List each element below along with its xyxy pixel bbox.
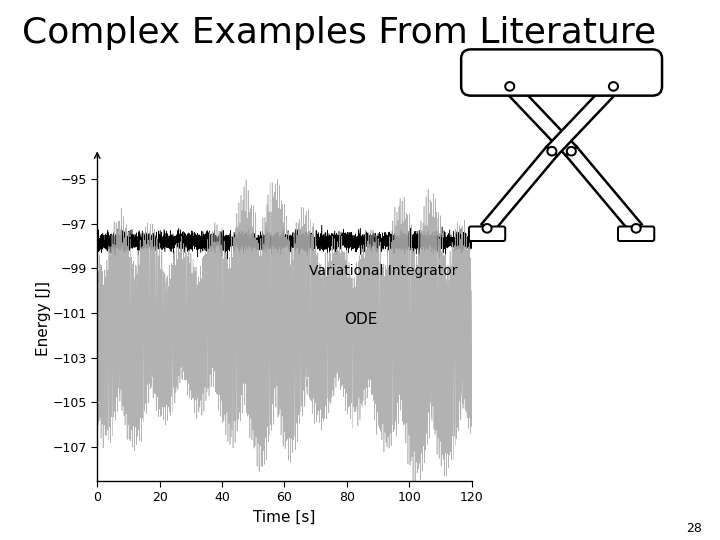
FancyBboxPatch shape [461, 49, 662, 96]
Circle shape [631, 224, 641, 233]
X-axis label: Time [s]: Time [s] [253, 510, 315, 524]
Text: Variational Integrator: Variational Integrator [310, 264, 458, 278]
Polygon shape [546, 82, 618, 156]
Circle shape [482, 224, 492, 233]
Circle shape [547, 147, 557, 156]
Text: Complex Examples From Literature: Complex Examples From Literature [22, 16, 656, 50]
Text: 28: 28 [686, 522, 702, 535]
FancyBboxPatch shape [469, 226, 505, 241]
Polygon shape [482, 147, 557, 233]
Circle shape [609, 82, 618, 91]
Polygon shape [505, 82, 577, 156]
Circle shape [567, 147, 576, 156]
FancyBboxPatch shape [618, 226, 654, 241]
Circle shape [505, 82, 514, 91]
Polygon shape [566, 147, 642, 233]
Text: ODE: ODE [343, 312, 377, 327]
Y-axis label: Energy [J]: Energy [J] [36, 281, 51, 356]
